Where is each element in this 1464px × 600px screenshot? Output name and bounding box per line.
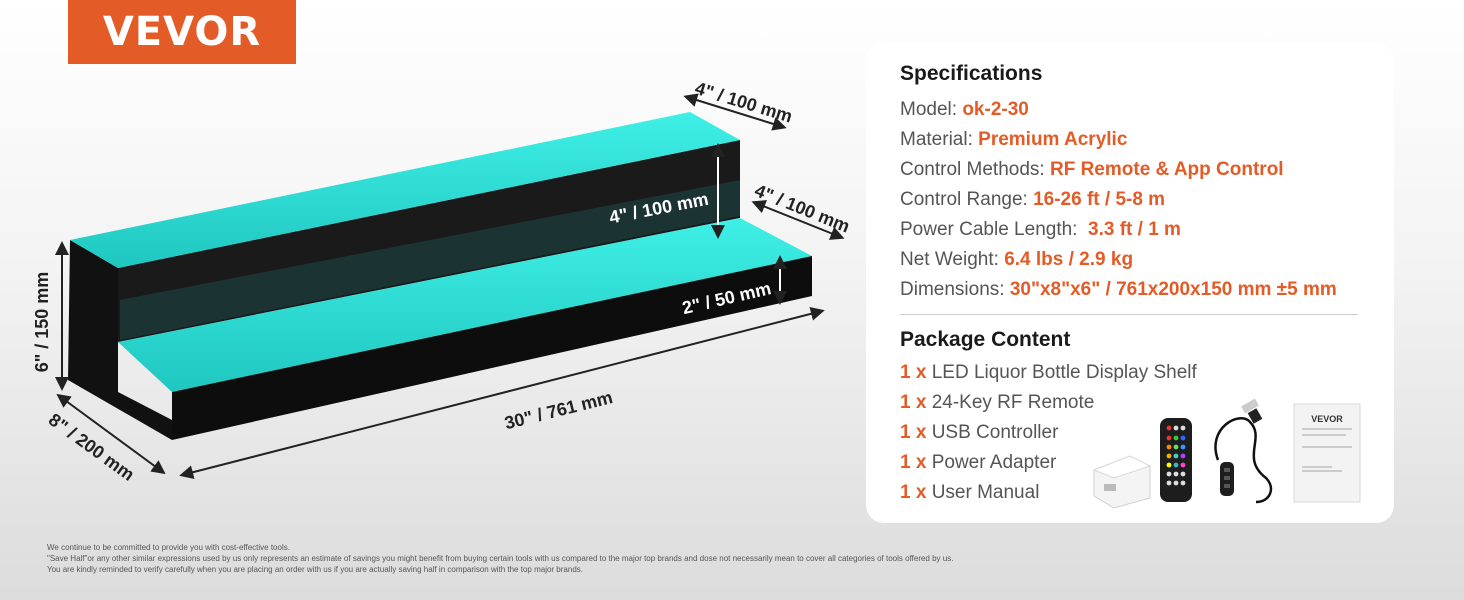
package-title: Package Content	[900, 328, 1071, 351]
package-name: 24-Key RF Remote	[926, 392, 1095, 413]
length-dimension-label: 30" / 761 mm	[502, 387, 614, 433]
top-step-dimension-line	[683, 93, 787, 131]
disclaimer-line: "Save Half"or any other similar expressi…	[47, 554, 954, 563]
spec-label: Model:	[900, 99, 963, 120]
package-item: 1 x USB Controller	[900, 422, 1058, 444]
package-name: LED Liquor Bottle Display Shelf	[926, 362, 1197, 383]
specifications-card: Specifications Model: ok-2-30 Material: …	[866, 43, 1394, 523]
spec-value: RF Remote & App Control	[1049, 159, 1284, 180]
vevor-logo: VEVOR	[68, 0, 296, 64]
package-name: USB Controller	[926, 422, 1059, 443]
spec-row-control-range: Control Range: 16-26 ft / 5-8 m	[900, 189, 1165, 211]
package-item: 1 x Power Adapter	[900, 452, 1056, 474]
package-item: 1 x User Manual	[900, 482, 1039, 504]
power-adapter-icon	[1092, 455, 1152, 508]
package-qty: 1 x	[900, 452, 927, 473]
spec-value: ok-2-30	[962, 99, 1029, 120]
disclaimer-line: We continue to be committed to provide y…	[47, 543, 290, 552]
spec-value: 3.3 ft / 1 m	[1088, 219, 1181, 240]
spec-value: 30"x8"x6" / 761x200x150 mm ±5 mm	[1009, 279, 1337, 300]
spec-value: Premium Acrylic	[978, 129, 1128, 150]
user-manual-icon: VEVOR	[1293, 403, 1361, 503]
package-accessories-image: VEVOR	[1092, 398, 1361, 508]
spec-row-model: Model: ok-2-30	[900, 99, 1029, 121]
spec-value: 6.4 lbs / 2.9 kg	[1004, 249, 1134, 270]
spec-row-net-weight: Net Weight: 6.4 lbs / 2.9 kg	[900, 249, 1133, 271]
spec-value: 16-26 ft / 5-8 m	[1033, 189, 1166, 210]
shelf-illustration: 6" / 150 mm 8" / 200 mm 30" / 761 mm 4" …	[32, 78, 853, 485]
spec-label: Control Methods:	[900, 159, 1050, 180]
spec-label: Dimensions:	[900, 279, 1010, 300]
remote-icon	[1160, 418, 1192, 502]
spec-row-material: Material: Premium Acrylic	[900, 129, 1127, 151]
package-qty: 1 x	[900, 392, 927, 413]
spec-label: Control Range:	[900, 189, 1034, 210]
depth-dimension-line	[56, 393, 166, 475]
manual-brand: VEVOR	[1311, 414, 1343, 424]
disclaimer-line: You are kindly reminded to verify carefu…	[47, 565, 583, 574]
package-qty: 1 x	[900, 362, 927, 383]
spec-row-control-methods: Control Methods: RF Remote & App Control	[900, 159, 1284, 181]
divider	[900, 314, 1358, 315]
package-name: Power Adapter	[926, 452, 1057, 473]
disclaimer: We continue to be committed to provide y…	[47, 542, 953, 575]
package-qty: 1 x	[900, 422, 927, 443]
spec-row-dimensions: Dimensions: 30"x8"x6" / 761x200x150 mm ±…	[900, 279, 1337, 301]
spec-row-power-cable: Power Cable Length: 3.3 ft / 1 m	[900, 219, 1181, 241]
shelf-body	[68, 240, 172, 440]
package-name: User Manual	[926, 482, 1040, 503]
lower-step-dimension-line	[751, 200, 845, 240]
riser-glow	[120, 180, 740, 340]
height-dimension-label: 6" / 150 mm	[32, 272, 52, 373]
length-dimension-line	[179, 306, 825, 480]
spec-label: Power Cable Length:	[900, 219, 1089, 240]
package-qty: 1 x	[900, 482, 927, 503]
top-step-dimension-label: 4" / 100 mm	[693, 78, 795, 127]
package-item: 1 x LED Liquor Bottle Display Shelf	[900, 362, 1197, 384]
spec-label: Net Weight:	[900, 249, 1005, 270]
specifications-title: Specifications	[900, 62, 1043, 85]
spec-label: Material:	[900, 129, 979, 150]
usb-controller-icon	[1214, 398, 1273, 504]
top-tier-surface	[70, 112, 740, 268]
back-riser	[118, 140, 740, 342]
package-item: 1 x 24-Key RF Remote	[900, 392, 1094, 414]
